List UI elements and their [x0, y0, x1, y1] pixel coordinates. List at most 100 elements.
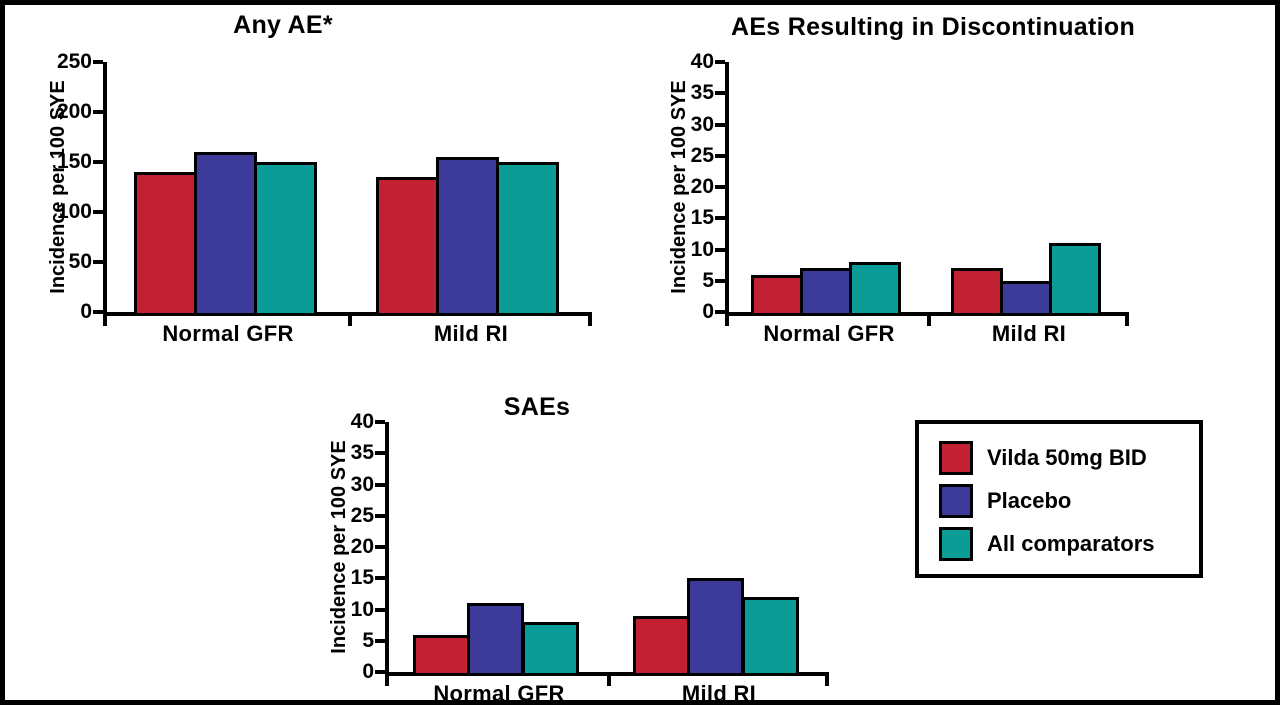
- y-tick: [715, 216, 725, 220]
- bar-all-comparators: [254, 162, 317, 316]
- bar-placebo: [194, 152, 257, 316]
- y-tick: [93, 60, 103, 64]
- x-tick: [725, 316, 729, 326]
- legend-label: Vilda 50mg BID: [987, 445, 1147, 470]
- y-tick-label: 20: [350, 535, 374, 558]
- y-tick-label: 30: [350, 473, 374, 496]
- y-tick: [93, 210, 103, 214]
- bar-vilda-50mg-bid: [134, 172, 197, 316]
- y-tick-label: 250: [56, 50, 92, 73]
- x-tick: [347, 316, 352, 326]
- chart-any-ae: Any AE* Incidence per 100 SYE 0 50 100 150 2…: [5, 5, 1275, 700]
- chart-title: AEs Resulting in Discontinuation: [730, 13, 1136, 41]
- y-tick: [375, 420, 385, 424]
- plot-area: 0 5 10 15 20 25 30 35 40 Normal GFR Mild RI: [691, 50, 1129, 346]
- y-tick: [93, 310, 103, 314]
- bar-vilda-50mg-bid: [633, 616, 690, 676]
- x-tick: [588, 316, 592, 326]
- chart-title: Any AE*: [233, 11, 333, 39]
- y-tick: [93, 110, 103, 114]
- bar-placebo: [1000, 281, 1052, 316]
- y-tick: [375, 576, 385, 580]
- y-tick-label: 15: [350, 566, 374, 589]
- category-label: Mild RI: [433, 321, 509, 346]
- y-tick-label: 40: [690, 50, 714, 73]
- legend-label: All comparators: [987, 531, 1155, 556]
- category-label: Normal GFR: [763, 321, 895, 346]
- y-tick-label: 35: [350, 441, 374, 464]
- y-tick: [375, 670, 385, 674]
- category-label: Normal GFR: [433, 681, 565, 706]
- x-tick: [385, 676, 389, 686]
- bar-placebo: [687, 578, 744, 676]
- y-tick: [375, 451, 385, 455]
- y-tick-label: 5: [702, 269, 714, 292]
- plot-area: 0 50 100 150 200 250 Normal GFR Mild RI: [57, 50, 592, 346]
- bar-vilda-50mg-bid: [376, 177, 439, 316]
- bar-placebo: [467, 603, 524, 676]
- x-tick: [825, 676, 829, 686]
- x-tick: [103, 316, 107, 326]
- bar-placebo: [436, 157, 499, 316]
- y-tick-label: 100: [56, 200, 92, 223]
- y-tick: [715, 248, 725, 252]
- y-tick: [715, 60, 725, 64]
- y-tick-label: 200: [56, 100, 92, 123]
- y-tick-label: 150: [56, 150, 92, 173]
- x-tick: [1125, 316, 1129, 326]
- bar-all-comparators: [496, 162, 559, 316]
- legend-item: Placebo: [939, 484, 1199, 518]
- y-tick: [93, 260, 103, 264]
- plot-area: 0 5 10 15 20 25 30 35 40 Normal GFR Mild RI: [351, 410, 829, 706]
- y-tick-label: 20: [690, 175, 714, 198]
- legend-item: All comparators: [939, 527, 1199, 561]
- bar-vilda-50mg-bid: [413, 635, 470, 676]
- legend-swatch-comparators: [939, 527, 973, 561]
- category-label: Mild RI: [681, 681, 757, 706]
- y-tick: [375, 639, 385, 643]
- y-tick: [715, 91, 725, 95]
- category-label: Normal GFR: [162, 321, 294, 346]
- y-tick: [375, 608, 385, 612]
- y-tick-label: 25: [690, 144, 714, 167]
- chart-saes: SAEs Incidence per 100 SYE 0 5 10 15 20 25 30 3…: [5, 5, 1275, 706]
- y-tick: [715, 310, 725, 314]
- y-tick-label: 10: [690, 238, 714, 261]
- bar-vilda-50mg-bid: [951, 268, 1003, 316]
- x-tick: [607, 676, 611, 686]
- bar-all-comparators: [522, 622, 579, 676]
- legend-label: Placebo: [987, 488, 1072, 513]
- bar-all-comparators: [849, 262, 901, 316]
- y-tick-label: 35: [690, 81, 714, 104]
- y-tick: [375, 483, 385, 487]
- y-tick: [715, 123, 725, 127]
- legend: Vilda 50mg BID Placebo All comparators: [915, 420, 1203, 578]
- y-tick-label: 30: [690, 113, 714, 136]
- y-tick-label: 40: [350, 410, 374, 433]
- y-tick: [375, 514, 385, 518]
- y-tick-label: 50: [68, 250, 92, 273]
- y-tick: [715, 185, 725, 189]
- legend-swatch-placebo: [939, 484, 973, 518]
- y-tick-label: 0: [362, 660, 374, 683]
- bar-vilda-50mg-bid: [751, 275, 803, 316]
- legend-item: Vilda 50mg BID: [939, 441, 1199, 475]
- y-tick-label: 15: [690, 206, 714, 229]
- legend-swatch-vilda: [939, 441, 973, 475]
- y-tick-label: 5: [362, 629, 374, 652]
- y-tick: [715, 154, 725, 158]
- y-tick-label: 0: [702, 300, 714, 323]
- x-tick: [927, 316, 931, 326]
- bar-placebo: [800, 268, 852, 316]
- chart-title: SAEs: [503, 393, 571, 421]
- bar-all-comparators: [742, 597, 799, 676]
- y-tick-label: 10: [350, 598, 374, 621]
- y-tick: [715, 279, 725, 283]
- category-label: Mild RI: [991, 321, 1067, 346]
- y-tick: [93, 160, 103, 164]
- bar-all-comparators: [1049, 243, 1101, 316]
- y-tick: [375, 545, 385, 549]
- chart-aes-discontinuation: AEs Resulting in Discontinuation Inciden…: [5, 5, 1275, 700]
- y-tick-label: 0: [80, 300, 92, 323]
